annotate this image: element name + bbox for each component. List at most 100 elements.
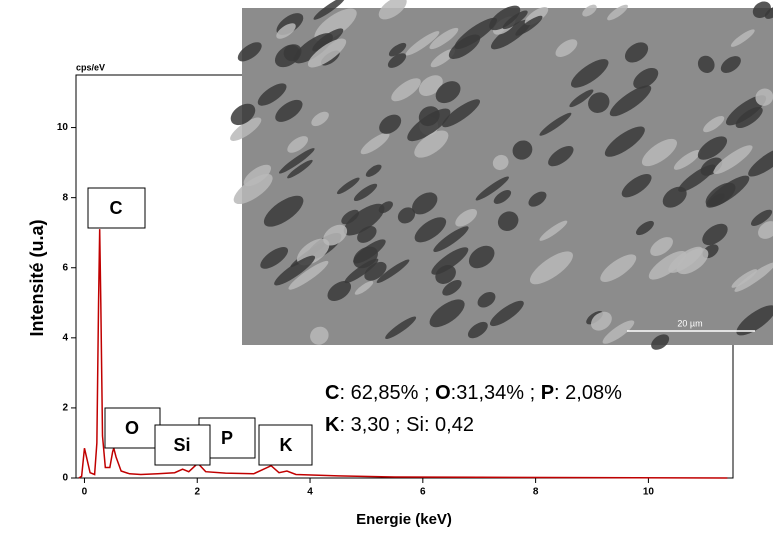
sem-pore	[310, 326, 329, 345]
sem-pore	[360, 132, 390, 155]
sem-pore	[633, 67, 659, 89]
sem-pore	[755, 88, 773, 106]
sem-pore	[512, 140, 533, 160]
sem-pore	[673, 149, 701, 170]
sem-pore	[397, 207, 416, 224]
sem-pore	[600, 254, 637, 282]
sem-pore	[379, 114, 402, 134]
sem-pore	[539, 220, 568, 241]
sem-pore	[697, 55, 715, 73]
composition-part: :31,34% ;	[451, 382, 541, 404]
sem-pore	[475, 176, 509, 201]
sem-pore	[260, 247, 289, 269]
label-box	[87, 187, 146, 229]
sem-pore	[750, 209, 773, 226]
sem-pore	[230, 117, 262, 141]
sem-pore	[313, 0, 346, 20]
sem-pore	[734, 262, 773, 292]
x-tick-label: 4	[307, 487, 313, 498]
sem-pore	[570, 59, 609, 88]
y-tick-label: 4	[62, 332, 68, 343]
sem-pore	[697, 136, 728, 160]
label-box	[154, 424, 211, 466]
y-tick-label: 6	[62, 262, 68, 273]
sem-pore	[468, 245, 495, 269]
sem-pore	[414, 217, 447, 243]
sem-pore	[365, 164, 382, 177]
sem-pore	[602, 320, 635, 344]
x-tick-label: 6	[420, 487, 426, 498]
peak-label: Si	[173, 435, 190, 455]
sem-pore	[569, 89, 594, 108]
sem-pore	[230, 103, 256, 126]
sem-pore	[764, 6, 773, 19]
sem-pore	[492, 154, 509, 171]
sem-pore	[448, 34, 481, 59]
sem-pore	[442, 279, 462, 296]
sem-pore	[529, 251, 573, 285]
sem-pore	[607, 4, 628, 21]
sem-pore	[609, 85, 652, 117]
sem-pore	[636, 220, 654, 236]
sem-pore	[388, 42, 407, 57]
sem-pore	[467, 321, 488, 339]
composition-part: : 3,30 ; Si: 0,42	[339, 414, 474, 436]
sem-pore	[548, 145, 574, 167]
sem-pore	[493, 190, 512, 204]
sem-pore	[385, 316, 417, 339]
sem-pore	[582, 4, 597, 17]
x-axis-title: Energie (keV)	[356, 511, 452, 528]
sem-pore	[311, 111, 329, 127]
sem-pore	[407, 108, 451, 142]
sem-pore	[378, 0, 407, 20]
sem-pore	[713, 145, 753, 175]
x-tick-label: 8	[533, 487, 539, 498]
sem-pore	[489, 5, 521, 31]
sem-pore	[343, 203, 385, 236]
sem-pore	[455, 208, 478, 227]
sem-pore	[702, 223, 728, 246]
peak-label: O	[125, 418, 139, 438]
sem-image: 20 µm	[230, 0, 773, 350]
sem-pore	[414, 130, 449, 158]
sem-pore	[263, 195, 304, 227]
sem-pore	[275, 99, 303, 122]
sem-pore	[720, 56, 741, 73]
sem-pore	[387, 53, 407, 68]
sem-pore	[278, 148, 315, 174]
sem-pore	[497, 211, 519, 231]
sem-pore	[237, 42, 262, 62]
composition-line: K: 3,30 ; Si: 0,42	[325, 414, 474, 436]
sem-pore	[353, 183, 378, 202]
y-axis-title: Intensité (u.a)	[27, 219, 47, 336]
y-tick-label: 0	[62, 473, 68, 484]
composition-part: C	[325, 382, 339, 404]
label-box	[104, 407, 161, 449]
sem-pore	[662, 186, 687, 208]
sem-pore	[314, 8, 357, 42]
sem-pore	[378, 201, 393, 214]
sem-pore	[293, 33, 333, 64]
spectrum-line	[78, 229, 728, 479]
sem-pore	[412, 192, 438, 215]
scale-bar-label: 20 µm	[677, 318, 702, 328]
sem-pore	[327, 280, 352, 301]
label-box	[258, 424, 313, 466]
composition-line: C: 62,85% ; O:31,34% ; P: 2,08%	[325, 382, 622, 404]
peak-label: C	[110, 198, 123, 218]
sem-pore	[391, 78, 421, 102]
sem-pore	[624, 42, 649, 63]
sem-pore	[307, 38, 347, 68]
peak-labels: C O P Si K	[87, 187, 313, 466]
sem-pore	[274, 255, 316, 286]
sem-pore	[336, 177, 360, 195]
sem-pore	[288, 260, 329, 290]
sem-pore	[705, 182, 736, 207]
sem-pore	[433, 226, 469, 252]
sem-pore	[257, 83, 287, 106]
sem-pore	[650, 237, 673, 256]
sem-pore	[354, 281, 374, 295]
sem-pore	[430, 48, 456, 68]
y-tick-label: 8	[62, 192, 68, 203]
